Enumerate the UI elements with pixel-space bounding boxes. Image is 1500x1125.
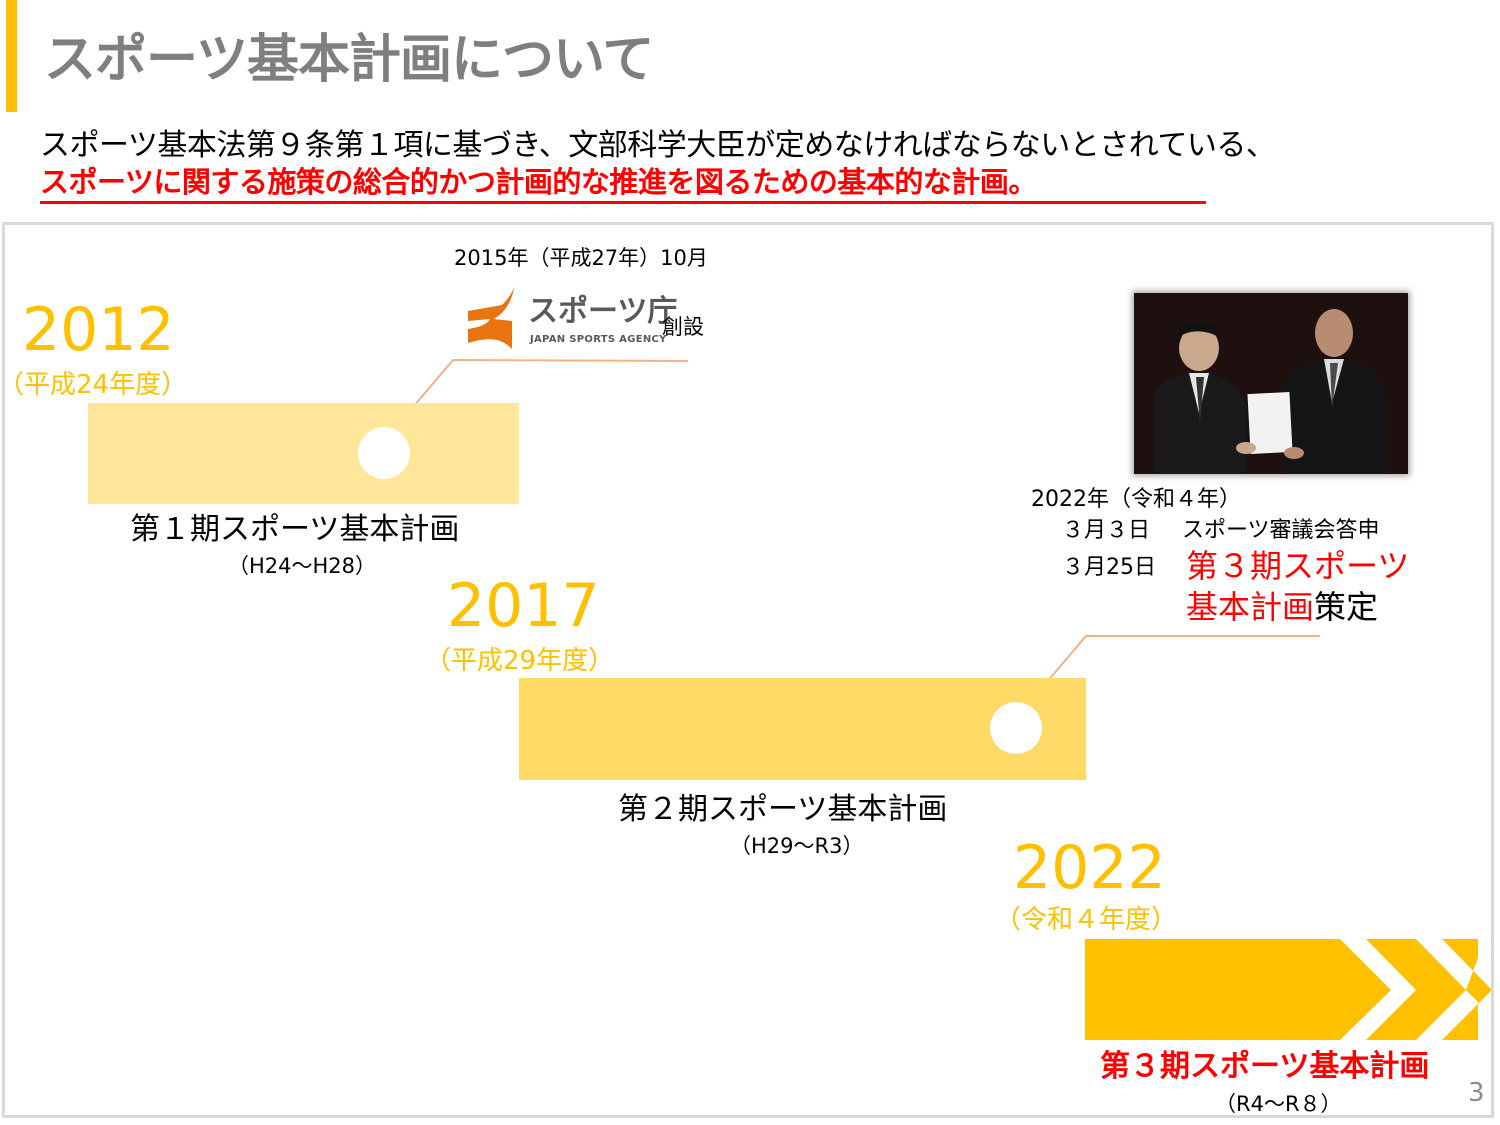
- period2-era: （平成29年度）: [425, 646, 615, 676]
- sports-agency-logo-icon: [468, 282, 517, 349]
- period2-plan-name: 第２期スポーツ基本計画: [618, 792, 948, 827]
- sports-agency-logo-ja: スポーツ庁: [528, 294, 678, 329]
- sports-agency-logo-en: JAPAN SPORTS AGENCY: [530, 334, 667, 345]
- plan3-adoption-red-a: 第３期スポーツ: [1186, 547, 1410, 585]
- period1-range: （H24～H28）: [228, 554, 377, 578]
- sports-agency-logo: スポーツ庁 JAPAN SPORTS AGENCY: [464, 282, 677, 351]
- plan3-adoption-date: ３月25日: [1062, 555, 1156, 580]
- period3-year: 2022: [1013, 833, 1166, 903]
- period1-plan-name: 第１期スポーツ基本計画: [130, 512, 460, 547]
- period1-era: （平成24年度）: [0, 370, 188, 400]
- period3-plan-name: 第３期スポーツ基本計画: [1100, 1049, 1430, 1084]
- period3-era: （令和４年度）: [995, 905, 1178, 935]
- period1-bar: [88, 403, 519, 504]
- intro-emphasis-underline: [40, 201, 1206, 204]
- title-accent-bar: [6, 0, 17, 112]
- council-report-photo: [1134, 293, 1408, 474]
- agency-founded-label: 創設: [662, 315, 704, 339]
- period1-event-marker: [358, 427, 410, 479]
- period1-year: 2012: [22, 295, 175, 365]
- plan3-adoption-red-b: 基本計画: [1186, 588, 1315, 626]
- council-report-text: スポーツ審議会答申: [1182, 518, 1380, 543]
- page-title: スポーツ基本計画について: [44, 30, 654, 90]
- period2-range: （H29～R3）: [730, 834, 864, 858]
- timeline-frame: [2, 222, 1494, 1118]
- photo-image: [1134, 293, 1408, 474]
- intro-emphasis: スポーツに関する施策の総合的かつ計画的な推進を図るための基本的な計画。: [40, 165, 1037, 199]
- council-report-date: ３月３日: [1062, 518, 1151, 543]
- period3-range: （R4～R８）: [1215, 1092, 1342, 1116]
- period2-event-marker: [990, 702, 1042, 754]
- page-number: 3: [1468, 1078, 1485, 1108]
- plan3-arrow-bar: [1085, 939, 1492, 1040]
- agency-date: 2015年（平成27年）10月: [454, 246, 708, 270]
- plan3-year-line: 2022年（令和４年）: [1031, 487, 1241, 512]
- plan3-adoption-line2: 基本計画策定: [1186, 591, 1378, 623]
- period2-year: 2017: [447, 571, 600, 641]
- intro-text: スポーツ基本法第９条第１項に基づき、文部科学大臣が定めなければならないとされてい…: [40, 128, 1276, 163]
- plan3-adoption-suffix: 策定: [1314, 588, 1379, 626]
